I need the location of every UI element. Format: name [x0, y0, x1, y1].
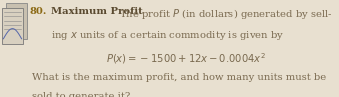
- Text: What is the maximum profit, and how many units must be: What is the maximum profit, and how many…: [32, 73, 326, 82]
- Text: 80.: 80.: [30, 7, 47, 16]
- FancyBboxPatch shape: [2, 8, 23, 44]
- Text: Maximum Profit: Maximum Profit: [51, 7, 143, 16]
- Text: sold to generate it?: sold to generate it?: [32, 92, 131, 97]
- Text: $P(x) = -1500 + 12x - 0.0004x^2$: $P(x) = -1500 + 12x - 0.0004x^2$: [106, 51, 266, 66]
- FancyBboxPatch shape: [6, 3, 27, 39]
- Text: The profit $P$ (in dollars) generated by sell-: The profit $P$ (in dollars) generated by…: [119, 7, 333, 21]
- Text: ing $x$ units of a certain commodity is given by: ing $x$ units of a certain commodity is …: [51, 29, 284, 42]
